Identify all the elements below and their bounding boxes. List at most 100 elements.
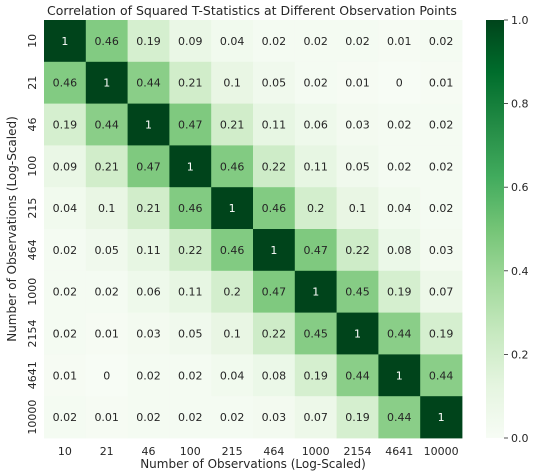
x-tick-label: 100 xyxy=(180,445,201,458)
heatmap-cell xyxy=(378,354,421,397)
y-tick-label: 464 xyxy=(26,239,39,260)
heatmap-cell xyxy=(44,270,87,313)
heatmap-cell xyxy=(336,20,379,63)
heatmap-cell xyxy=(253,61,296,104)
heatmap-cell xyxy=(294,396,337,439)
cell-value-label: 1 xyxy=(270,244,277,257)
heatmap-cell xyxy=(169,312,212,355)
heatmap-cell xyxy=(378,270,421,313)
heatmap-cell xyxy=(253,354,296,397)
heatmap-cell xyxy=(294,20,337,63)
y-tick-label: 215 xyxy=(26,198,39,219)
heatmap-cell xyxy=(169,103,212,146)
x-axis-label: Number of Observations (Log-Scaled) xyxy=(140,457,366,471)
cell-value-label: 0.07 xyxy=(429,286,454,299)
cell-value-label: 0.47 xyxy=(178,119,203,132)
heatmap-cell xyxy=(294,270,337,313)
heatmap-cell xyxy=(211,270,254,313)
heatmap-cell xyxy=(336,187,379,230)
heatmap-cell xyxy=(211,187,254,230)
cell-value-label: 0.22 xyxy=(345,244,370,257)
cell-value-label: 0.02 xyxy=(94,286,119,299)
cell-value-label: 0.19 xyxy=(345,411,370,424)
heatmap-cell xyxy=(169,270,212,313)
heatmap-cell xyxy=(420,187,463,230)
cell-value-label: 0.19 xyxy=(303,369,328,382)
cell-value-label: 0.02 xyxy=(136,411,161,424)
y-tick-label: 2154 xyxy=(26,320,39,348)
colorbar-ticks: 0.0 0.2 0.4 0.6 0.8 1.0 xyxy=(504,14,529,445)
heatmap-cell xyxy=(253,20,296,63)
y-tick-label: 10000 xyxy=(26,400,39,435)
heatmap-cell xyxy=(211,354,254,397)
chart-title: Correlation of Squared T-Statistics at D… xyxy=(47,3,457,18)
heatmap-cell xyxy=(127,187,170,230)
cell-value-label: 0.04 xyxy=(220,369,245,382)
colorbar-tick-label: 0.6 xyxy=(511,181,529,194)
heatmap-cell xyxy=(44,312,87,355)
cell-value-label: 0.03 xyxy=(345,119,370,132)
x-tick-label: 10 xyxy=(58,445,72,458)
heatmap-cell xyxy=(378,187,421,230)
cell-value-label: 0.02 xyxy=(303,77,328,90)
heatmap-cell xyxy=(85,145,128,188)
heatmap-cell xyxy=(85,312,128,355)
colorbar-tick-label: 1.0 xyxy=(511,14,529,27)
cell-value-label: 0.02 xyxy=(178,411,203,424)
heatmap-cell xyxy=(44,354,87,397)
cell-value-label: 0.08 xyxy=(262,369,287,382)
cell-value-label: 1 xyxy=(229,202,236,215)
cell-value-label: 0.02 xyxy=(178,369,203,382)
cell-value-label: 0.11 xyxy=(178,286,203,299)
heatmap-cell xyxy=(211,103,254,146)
cell-value-label: 0.44 xyxy=(429,369,454,382)
heatmap-cell xyxy=(253,145,296,188)
cell-value-label: 0.45 xyxy=(345,286,370,299)
heatmap-cell xyxy=(294,187,337,230)
heatmap-cell xyxy=(420,61,463,104)
cell-value-label: 1 xyxy=(312,286,319,299)
cell-value-label: 0.02 xyxy=(387,160,412,173)
cell-value-label: 0.2 xyxy=(307,202,325,215)
y-tick-label: 10 xyxy=(26,34,39,48)
cell-value-label: 0.02 xyxy=(345,35,370,48)
cell-value-label: 0.01 xyxy=(53,369,78,382)
cell-value-label: 0.44 xyxy=(387,411,412,424)
heatmap-cell xyxy=(420,20,463,63)
cell-value-label: 1 xyxy=(354,328,361,341)
heatmap-cell xyxy=(378,396,421,439)
heatmap-cell xyxy=(420,354,463,397)
heatmap-cell xyxy=(420,103,463,146)
heatmap-cell xyxy=(294,229,337,272)
x-tick-label: 21 xyxy=(100,445,114,458)
cell-value-label: 0.02 xyxy=(53,286,78,299)
heatmap-cell xyxy=(336,229,379,272)
heatmap-cell xyxy=(420,270,463,313)
cell-value-label: 0.02 xyxy=(53,411,78,424)
heatmap-cell xyxy=(127,61,170,104)
cell-value-label: 0.05 xyxy=(345,160,370,173)
cell-value-label: 0.02 xyxy=(220,411,245,424)
cell-value-label: 0.44 xyxy=(387,328,412,341)
y-tick-label: 4641 xyxy=(26,361,39,389)
heatmap-cell xyxy=(127,20,170,63)
heatmap-cell xyxy=(44,187,87,230)
cell-value-label: 0.46 xyxy=(178,202,203,215)
x-tick-labels: 10 21 46 100 215 464 1000 2154 4641 10000 xyxy=(58,445,459,458)
cell-value-label: 0.46 xyxy=(262,202,287,215)
cell-value-label: 0.44 xyxy=(345,369,370,382)
x-tick-label: 215 xyxy=(222,445,243,458)
heatmap-cell xyxy=(127,312,170,355)
cell-value-label: 0.46 xyxy=(220,244,245,257)
heatmap-cell xyxy=(211,396,254,439)
heatmap-cell xyxy=(336,312,379,355)
heatmap-cell xyxy=(253,270,296,313)
heatmap-cell xyxy=(336,354,379,397)
heatmap-cell xyxy=(420,312,463,355)
heatmap-cell xyxy=(85,20,128,63)
heatmap-cell xyxy=(127,270,170,313)
heatmap-cell xyxy=(44,396,87,439)
heatmap-cell xyxy=(211,312,254,355)
heatmap-cell xyxy=(127,229,170,272)
